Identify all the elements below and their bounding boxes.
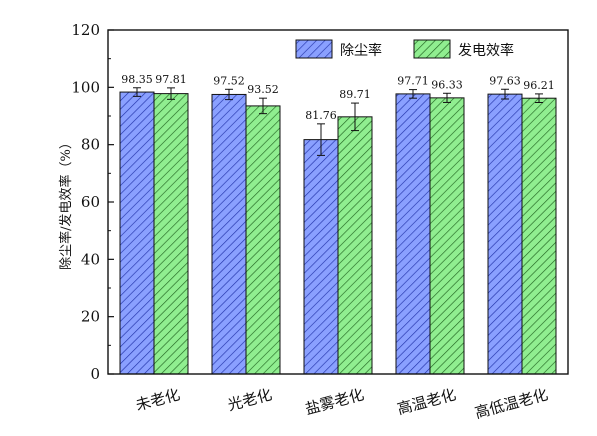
plot-frame — [107, 29, 569, 375]
value-label: 97.81 — [155, 73, 187, 86]
bar-dust-0 — [119, 91, 155, 375]
category-label: 光老化 — [226, 385, 274, 414]
value-label: 89.71 — [339, 88, 371, 101]
value-label: 96.33 — [431, 78, 463, 91]
bar-power-2 — [337, 116, 373, 375]
y-tick-label: 40 — [81, 250, 100, 268]
y-axis-label: 除尘率/发电效率（%） — [58, 136, 74, 270]
legend-swatch — [295, 39, 333, 59]
value-label: 98.35 — [121, 73, 153, 86]
y-tick-label: 80 — [81, 136, 100, 154]
bar-dust-2 — [303, 139, 339, 375]
legend-swatch — [413, 39, 451, 59]
bar-power-0 — [153, 93, 189, 375]
y-tick-label: 0 — [90, 365, 100, 383]
bar-power-1 — [245, 105, 281, 375]
category-label: 未老化 — [134, 385, 182, 414]
category-label: 高低温老化 — [473, 385, 550, 422]
y-tick-label: 100 — [71, 78, 100, 96]
category-label: 盐雾老化 — [303, 385, 366, 418]
y-tick-label: 20 — [81, 308, 100, 326]
bar-power-4 — [521, 97, 557, 375]
bar-dust-3 — [395, 93, 431, 375]
bar-dust-1 — [211, 93, 247, 375]
y-tick-label: 120 — [71, 21, 100, 39]
value-label: 97.52 — [213, 74, 245, 87]
value-label: 96.21 — [523, 79, 555, 92]
legend-label: 发电效率 — [458, 42, 514, 59]
value-label: 97.63 — [489, 74, 521, 87]
legend: 除尘率 发电效率 — [295, 39, 514, 59]
bar-power-3 — [429, 97, 465, 375]
value-label: 93.52 — [247, 83, 279, 96]
legend-label: 除尘率 — [340, 42, 382, 59]
value-label: 81.76 — [305, 109, 337, 122]
bar-dust-4 — [487, 93, 523, 375]
value-label: 97.71 — [397, 75, 429, 88]
category-label: 高温老化 — [395, 385, 458, 418]
y-tick-label: 60 — [81, 193, 100, 211]
